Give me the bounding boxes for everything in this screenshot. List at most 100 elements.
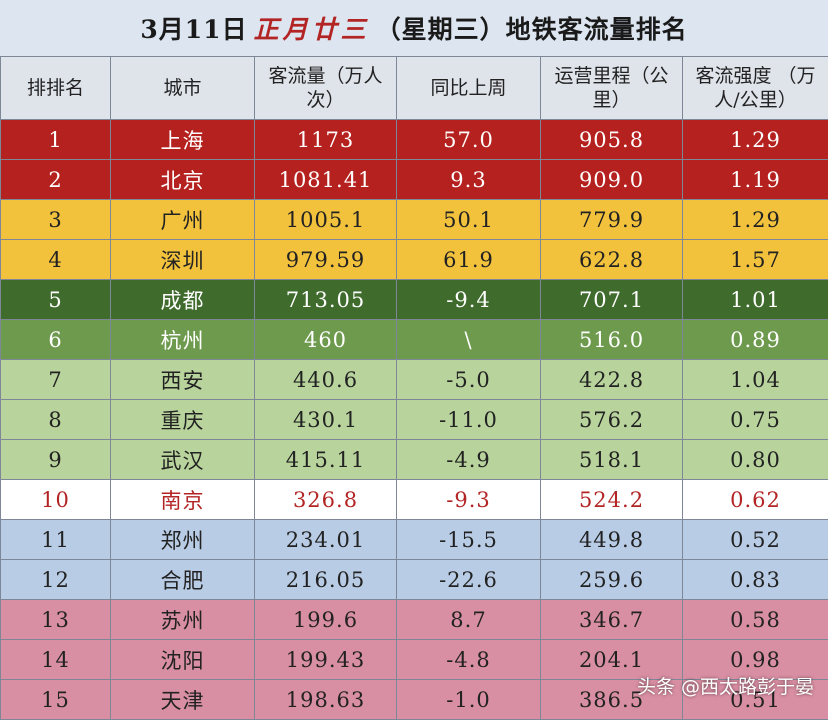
cell-km: 909.0 xyxy=(541,160,683,200)
cell-km: 779.9 xyxy=(541,200,683,240)
cell-city: 合肥 xyxy=(111,560,255,600)
cell-rank: 7 xyxy=(1,360,111,400)
cell-flow: 326.8 xyxy=(255,480,397,520)
cell-city: 深圳 xyxy=(111,240,255,280)
cell-yoy: -5.0 xyxy=(397,360,541,400)
cell-km: 622.8 xyxy=(541,240,683,280)
title-lunar-date: 正月廿三 xyxy=(254,10,370,46)
cell-intensity: 0.75 xyxy=(683,400,828,440)
cell-city: 郑州 xyxy=(111,520,255,560)
cell-yoy: -9.4 xyxy=(397,280,541,320)
cell-city: 北京 xyxy=(111,160,255,200)
cell-rank: 2 xyxy=(1,160,111,200)
cell-city: 西安 xyxy=(111,360,255,400)
cell-yoy: 50.1 xyxy=(397,200,541,240)
cell-rank: 13 xyxy=(1,600,111,640)
cell-city: 上海 xyxy=(111,120,255,160)
cell-yoy: \ xyxy=(397,320,541,360)
header-km: 运营里程（公里） xyxy=(541,57,683,120)
cell-km: 576.2 xyxy=(541,400,683,440)
cell-rank: 12 xyxy=(1,560,111,600)
cell-flow: 460 xyxy=(255,320,397,360)
cell-km: 346.7 xyxy=(541,600,683,640)
cell-yoy: 57.0 xyxy=(397,120,541,160)
cell-rank: 3 xyxy=(1,200,111,240)
cell-city: 重庆 xyxy=(111,400,255,440)
cell-km: 516.0 xyxy=(541,320,683,360)
cell-yoy: 8.7 xyxy=(397,600,541,640)
cell-flow: 199.43 xyxy=(255,640,397,680)
cell-rank: 5 xyxy=(1,280,111,320)
cell-km: 518.1 xyxy=(541,440,683,480)
cell-flow: 199.6 xyxy=(255,600,397,640)
cell-km: 422.8 xyxy=(541,360,683,400)
cell-km: 905.8 xyxy=(541,120,683,160)
title-date: 3月11日 xyxy=(140,10,247,46)
cell-flow: 979.59 xyxy=(255,240,397,280)
cell-flow: 198.63 xyxy=(255,680,397,720)
cell-flow: 1005.1 xyxy=(255,200,397,240)
header-yoy: 同比上周 xyxy=(397,57,541,120)
page-title: 3月11日 正月廿三 （星期三）地铁客流量排名 xyxy=(0,0,828,57)
header-intensity: 客流强度 （万人/公里） xyxy=(683,57,828,120)
cell-intensity: 0.58 xyxy=(683,600,828,640)
cell-intensity: 0.89 xyxy=(683,320,828,360)
cell-yoy: 61.9 xyxy=(397,240,541,280)
header-flow: 客流量（万人次） xyxy=(255,57,397,120)
cell-km: 524.2 xyxy=(541,480,683,520)
cell-flow: 234.01 xyxy=(255,520,397,560)
cell-flow: 216.05 xyxy=(255,560,397,600)
cell-flow: 713.05 xyxy=(255,280,397,320)
cell-rank: 6 xyxy=(1,320,111,360)
cell-intensity: 1.01 xyxy=(683,280,828,320)
cell-city: 南京 xyxy=(111,480,255,520)
cell-city: 天津 xyxy=(111,680,255,720)
title-suffix: （星期三）地铁客流量排名 xyxy=(376,10,688,46)
cell-km: 449.8 xyxy=(541,520,683,560)
cell-rank: 1 xyxy=(1,120,111,160)
cell-yoy: -4.9 xyxy=(397,440,541,480)
cell-flow: 440.6 xyxy=(255,360,397,400)
cell-rank: 9 xyxy=(1,440,111,480)
cell-rank: 15 xyxy=(1,680,111,720)
cell-km: 707.1 xyxy=(541,280,683,320)
cell-yoy: -1.0 xyxy=(397,680,541,720)
cell-city: 杭州 xyxy=(111,320,255,360)
cell-yoy: -9.3 xyxy=(397,480,541,520)
cell-flow: 1081.41 xyxy=(255,160,397,200)
cell-rank: 10 xyxy=(1,480,111,520)
cell-yoy: -22.6 xyxy=(397,560,541,600)
cell-yoy: 9.3 xyxy=(397,160,541,200)
cell-intensity: 1.04 xyxy=(683,360,828,400)
cell-city: 武汉 xyxy=(111,440,255,480)
header-city: 城市 xyxy=(111,57,255,120)
cell-intensity: 0.80 xyxy=(683,440,828,480)
header-rank: 排排名 xyxy=(1,57,111,120)
cell-flow: 430.1 xyxy=(255,400,397,440)
cell-rank: 4 xyxy=(1,240,111,280)
metro-ridership-table: 排排名 城市 客流量（万人次） 同比上周 运营里程（公里） 客流强度 （万人/公… xyxy=(0,56,828,720)
cell-city: 沈阳 xyxy=(111,640,255,680)
cell-intensity: 1.57 xyxy=(683,240,828,280)
cell-intensity: 1.29 xyxy=(683,200,828,240)
cell-city: 广州 xyxy=(111,200,255,240)
cell-city: 苏州 xyxy=(111,600,255,640)
cell-rank: 11 xyxy=(1,520,111,560)
cell-rank: 14 xyxy=(1,640,111,680)
cell-intensity: 0.52 xyxy=(683,520,828,560)
cell-yoy: -15.5 xyxy=(397,520,541,560)
cell-yoy: -4.8 xyxy=(397,640,541,680)
